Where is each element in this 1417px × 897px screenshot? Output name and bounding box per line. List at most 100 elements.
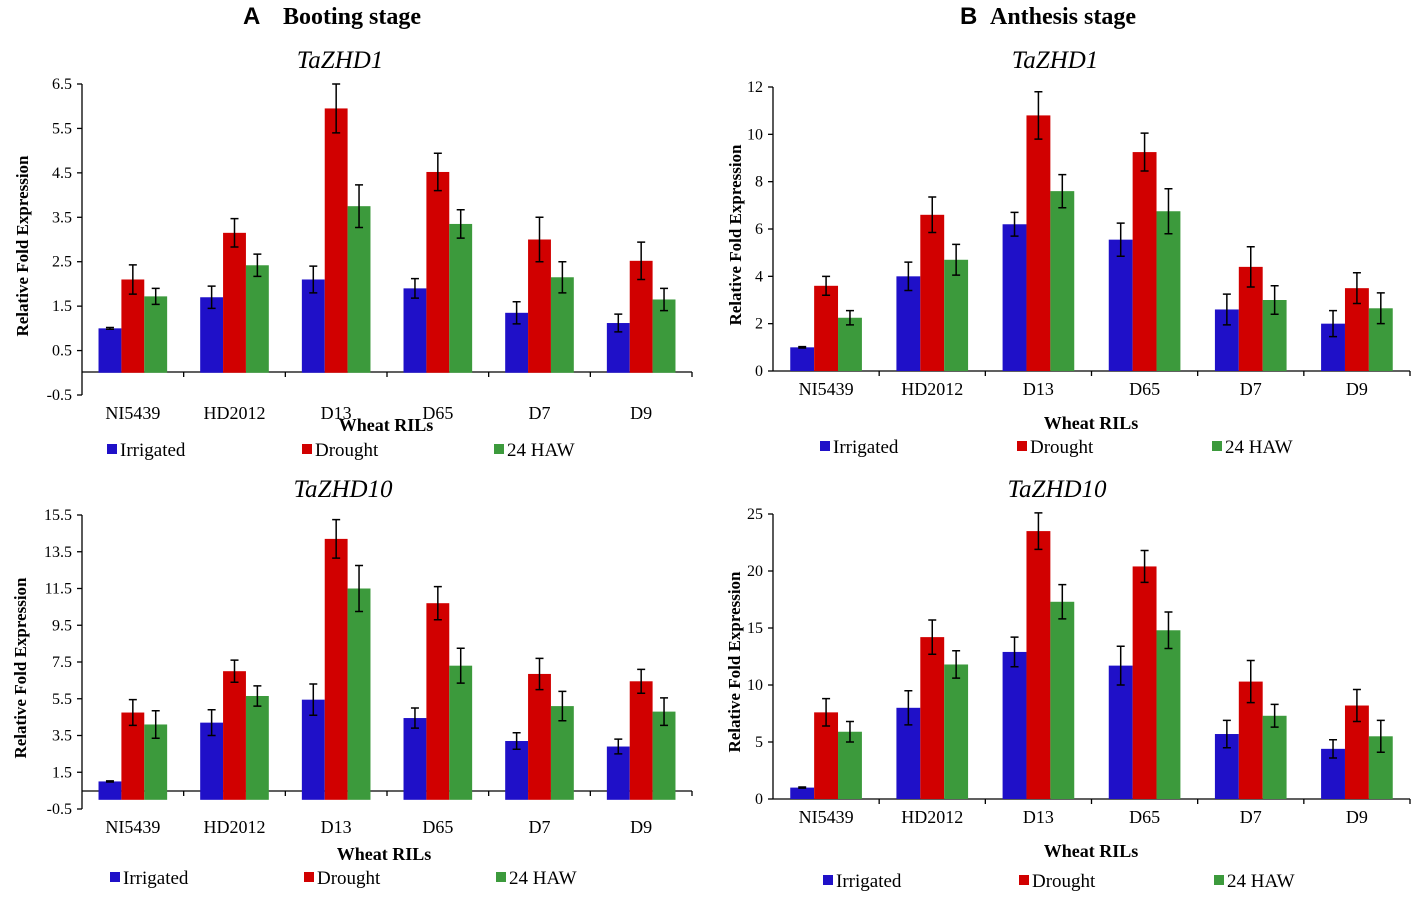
bar-24-haw [347,588,371,800]
error-bar [230,217,239,248]
error-bar [952,650,961,679]
bar-24-haw [838,731,862,799]
error-bar [1034,90,1043,140]
chart-title: TaZHD1 [297,47,384,74]
bar-drought [1132,152,1157,371]
y-tick-label: 11.5 [45,581,72,598]
error-bar [798,345,807,349]
bar-24-haw [838,317,862,371]
y-tick-label: 1.5 [52,298,72,315]
bar-irrigated [1214,309,1239,371]
y-axis-label: Relative Fold Expression [13,155,32,337]
bar-irrigated [790,787,815,799]
bar-irrigated [1002,224,1027,371]
y-tick-label: 6 [755,221,763,238]
bar-24-haw [1262,715,1287,799]
x-category-label: D7 [1240,807,1262,827]
y-tick-label: 7.5 [52,654,72,671]
bar-irrigated [505,312,529,373]
error-bar [904,261,913,292]
x-category-label: D13 [1023,807,1054,827]
bar-irrigated [98,328,122,373]
error-bar [512,731,521,751]
error-bar [1140,549,1149,584]
panel-b-title: Anthesis stage [990,4,1136,30]
bar-irrigated [790,347,815,371]
bar-drought [324,538,348,800]
y-tick-label: 5 [755,734,763,751]
error-bar [558,690,567,722]
x-category-label: NI5439 [799,379,854,399]
error-bar [332,518,341,559]
y-axis-label: Relative Fold Expression [726,144,745,326]
y-tick-label: 15.5 [44,507,72,524]
bar-drought [1026,531,1051,799]
legend-label: Drought [315,440,379,461]
x-category-label: HD2012 [204,817,266,837]
error-bar [845,309,854,326]
x-category-label: D65 [422,817,453,837]
bar-24-haw [550,706,574,800]
error-bar [128,698,137,727]
error-bar [1010,211,1019,237]
error-bar [1010,636,1019,668]
y-tick-label: 0 [755,363,763,380]
legend-swatch [107,444,117,454]
legend-label: 24 HAW [507,440,575,461]
error-bar [1270,285,1279,315]
bar-drought [223,671,246,800]
y-tick-label: 4.5 [52,165,72,182]
legend-label: Irrigated [120,440,186,461]
error-bar [614,313,623,333]
error-bar [845,720,854,743]
y-tick-label: 2 [755,316,763,333]
x-category-label: NI5439 [799,807,854,827]
y-tick-label: 0 [755,791,763,808]
x-category-label: D9 [1346,379,1368,399]
legend-swatch [1019,875,1029,885]
error-bar [1222,293,1231,326]
error-bar [1058,173,1067,209]
error-bar [309,265,318,294]
error-bar [1352,688,1361,723]
error-bar [1270,703,1279,728]
bar-irrigated [896,707,921,799]
error-bar [822,275,831,297]
legend-swatch [494,444,504,454]
x-category-label: HD2012 [204,403,266,423]
y-tick-label: 10 [747,126,763,143]
x-axis-label: Wheat RILs [339,415,434,435]
legend-swatch [496,872,506,882]
y-tick-label: 10 [747,677,763,694]
bar-drought [223,232,246,373]
panel-a-letter: A [243,3,260,30]
error-bar [207,709,216,737]
error-bar [614,738,623,755]
error-bar [1376,292,1385,325]
y-tick-label: 6.5 [52,76,72,93]
chart-booting-tazhd10: TaZHD10 -0.5 1.5 3.5 5.5 7.5 9.5 11.5 13.5 15.5 Re… [11,476,693,889]
error-bar [433,585,442,621]
error-bar [1376,719,1385,754]
y-tick-label: -0.5 [47,387,72,404]
error-bar [410,277,419,299]
bar-drought [1344,288,1369,371]
error-bar [798,786,807,789]
error-bar [253,253,262,278]
bar-irrigated [505,741,529,800]
bar-irrigated [1321,323,1345,371]
error-bar [1140,132,1149,172]
bar-drought [426,603,450,800]
legend-label: 24 HAW [1225,437,1293,458]
bar-drought [121,279,145,373]
bar-drought [814,285,839,371]
error-bar [512,300,521,325]
x-category-label: D65 [1129,807,1160,827]
y-tick-label: 5.5 [52,691,72,708]
bar-drought [528,673,551,800]
error-bar [207,285,216,310]
error-bar [105,780,114,783]
y-tick-label: 15 [747,620,763,637]
bar-24-haw [550,277,574,373]
bar-irrigated [1214,734,1239,799]
